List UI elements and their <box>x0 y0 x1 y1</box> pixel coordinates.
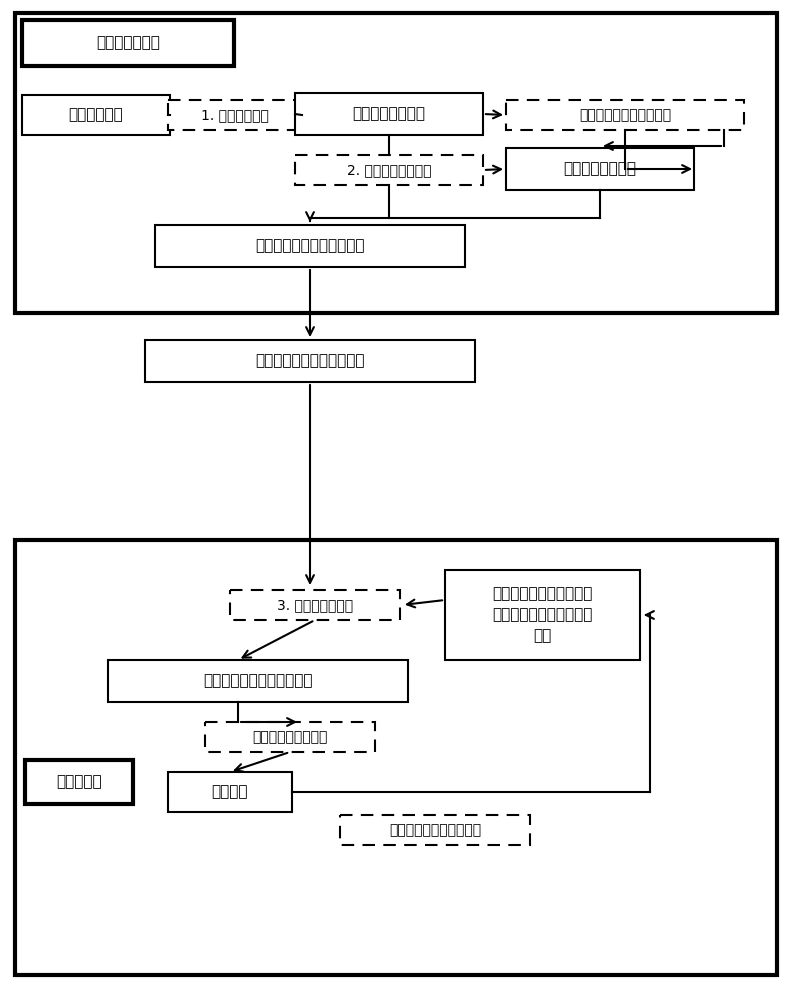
Text: 系统优化：实案对比: 系统优化：实案对比 <box>252 730 328 744</box>
Text: 2. 加入地表坍塌因素: 2. 加入地表坍塌因素 <box>347 163 431 177</box>
Text: 1. 建立基础模型: 1. 建立基础模型 <box>201 108 269 122</box>
Text: 在线检测数据: 在线检测数据 <box>68 107 123 122</box>
Text: 隧道局部坍塌破坏阶段模型: 隧道局部坍塌破坏阶段模型 <box>255 238 364 253</box>
FancyBboxPatch shape <box>15 13 777 313</box>
FancyBboxPatch shape <box>295 93 483 135</box>
FancyBboxPatch shape <box>205 722 375 752</box>
Text: 系统优化：修正影响因子: 系统优化：修正影响因子 <box>389 823 481 837</box>
Text: 可视化基础模块: 可视化基础模块 <box>96 35 160 50</box>
FancyBboxPatch shape <box>22 95 170 135</box>
Text: 可视化主体: 可视化主体 <box>56 774 102 790</box>
Text: 隧道实时基础模型: 隧道实时基础模型 <box>353 106 426 121</box>
FancyBboxPatch shape <box>295 155 483 185</box>
FancyBboxPatch shape <box>168 772 292 812</box>
FancyBboxPatch shape <box>108 660 408 702</box>
FancyBboxPatch shape <box>506 148 694 190</box>
FancyBboxPatch shape <box>15 540 777 975</box>
FancyBboxPatch shape <box>340 815 530 845</box>
Text: 实际案例: 实际案例 <box>212 784 249 800</box>
Text: 隧道坍塌灾难破坏阶段模型: 隧道坍塌灾难破坏阶段模型 <box>255 354 364 368</box>
Text: 灾难性破坏因素：砂土力
学性质、施工措施、隧道
埋深: 灾难性破坏因素：砂土力 学性质、施工措施、隧道 埋深 <box>492 586 592 644</box>
FancyBboxPatch shape <box>155 225 465 267</box>
FancyBboxPatch shape <box>22 20 234 66</box>
FancyBboxPatch shape <box>168 100 302 130</box>
Text: 3. 放大性破坏因素: 3. 放大性破坏因素 <box>277 598 353 612</box>
FancyBboxPatch shape <box>445 570 640 660</box>
FancyBboxPatch shape <box>25 760 133 804</box>
FancyBboxPatch shape <box>145 340 475 382</box>
Text: 地表坍塌灾害破坏阶段模型: 地表坍塌灾害破坏阶段模型 <box>203 674 313 688</box>
FancyBboxPatch shape <box>506 100 744 130</box>
Text: 系统优化：通过实时数据: 系统优化：通过实时数据 <box>579 108 671 122</box>
FancyBboxPatch shape <box>230 590 400 620</box>
Text: 隧道坍塌机理模块: 隧道坍塌机理模块 <box>564 161 637 176</box>
